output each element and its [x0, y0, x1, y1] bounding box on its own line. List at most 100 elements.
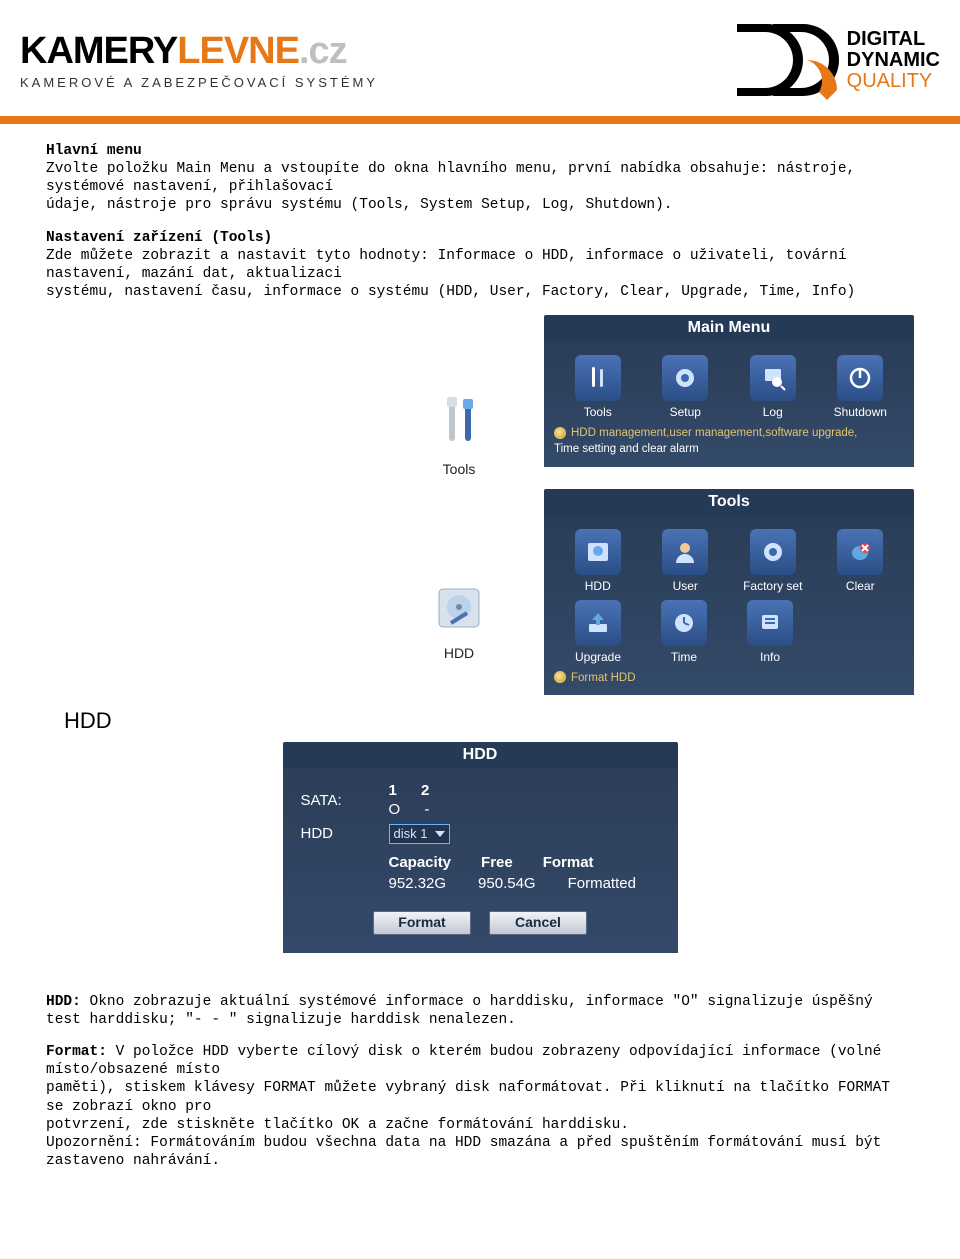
- figure-row-2: HDD Tools HDD User Factory set: [46, 489, 914, 695]
- logo-wordmark: KAMERYLEVNE.cz: [20, 30, 378, 73]
- tool-upgrade[interactable]: Upgrade: [562, 600, 634, 665]
- menu-item-setup[interactable]: Setup: [649, 355, 721, 420]
- ddq-mark-icon: [735, 20, 839, 100]
- p-tools-1: Zde můžete zobrazit a nastavit tyto hodn…: [46, 247, 914, 283]
- format-button[interactable]: Format: [373, 911, 471, 935]
- heading-main-menu: Hlavní menu: [46, 142, 914, 160]
- hdd-buttons: Format Cancel: [301, 911, 660, 935]
- tool-user[interactable]: User: [649, 529, 721, 594]
- tool-hdd[interactable]: HDD: [562, 529, 634, 594]
- user-icon: [662, 529, 708, 575]
- orange-divider: [0, 116, 960, 124]
- format-label-bold: Format:: [46, 1044, 107, 1060]
- hint-text: Format HDD: [571, 672, 636, 684]
- val-format: Formatted: [568, 875, 636, 894]
- p-main-2: údaje, nástroje pro správu systému (Tool…: [46, 196, 914, 214]
- format-text-2: paměti), stiskem klávesy FORMAT můžete v…: [46, 1079, 914, 1115]
- format-text-4: Upozornění: Formátováním budou všechna d…: [46, 1134, 914, 1170]
- p-tools-2: systému, nastavení času, informace o sys…: [46, 283, 914, 301]
- tool-label: HDD: [585, 579, 611, 594]
- tool-label: Upgrade: [575, 650, 621, 665]
- tools-icon: [435, 395, 483, 455]
- select-value: disk 1: [394, 826, 428, 842]
- power-icon: [837, 355, 883, 401]
- tool-factory[interactable]: Factory set: [737, 529, 809, 594]
- tool-label: Info: [760, 650, 780, 665]
- main-menu-icons: Tools Setup Log: [554, 355, 904, 420]
- logo-part-orange: LEVNE: [177, 30, 299, 72]
- hdd-disk-icon: [431, 579, 487, 635]
- tool-label: Clear: [846, 579, 875, 594]
- clock-icon: [661, 600, 707, 646]
- content-area: Hlavní menu Zvolte položku Main Menu a v…: [0, 142, 960, 1204]
- menu-item-tools[interactable]: Tools: [562, 355, 634, 420]
- clear-icon: [837, 529, 883, 575]
- sata-row: SATA: 1 2 O -: [301, 782, 660, 820]
- logo-subtitle: KAMEROVÉ A ZABEZPEČOVACÍ SYSTÉMY: [20, 75, 378, 90]
- ddq-line1: DIGITAL: [847, 29, 940, 50]
- upgrade-icon: [575, 600, 621, 646]
- format-text-3: potvrzení, zde stiskněte tlačítko OK a z…: [46, 1116, 914, 1134]
- section-tools: Nastavení zařízení (Tools) Zde můžete zo…: [46, 229, 914, 302]
- hdd-icon: [575, 529, 621, 575]
- main-menu-hint2: Time setting and clear alarm: [554, 442, 904, 456]
- ddq-line2: DYNAMIC: [847, 50, 940, 71]
- section-main-menu: Hlavní menu Zvolte položku Main Menu a v…: [46, 142, 914, 215]
- hdd-panel-title: HDD: [283, 742, 678, 768]
- sata-label: SATA:: [301, 792, 371, 811]
- menu-item-log[interactable]: Log: [737, 355, 809, 420]
- sata-numbers: 1 2: [389, 782, 440, 801]
- main-menu-hint1: HDD management,user management,software …: [554, 426, 904, 440]
- col-capacity: Capacity: [389, 854, 452, 873]
- hdd-section-heading: HDD: [64, 707, 914, 735]
- tools-thumb-label: Tools: [404, 461, 514, 479]
- hdd-label-bold: HDD:: [46, 994, 81, 1010]
- figure-row-1: Tools Main Menu Tools Setup: [46, 315, 914, 479]
- gear-icon: [662, 355, 708, 401]
- col-free: Free: [481, 854, 513, 873]
- tools-row1: HDD User Factory set Clear: [554, 529, 904, 594]
- tool-label: Time: [671, 650, 697, 665]
- p-main-1: Zvolte položku Main Menu a vstoupíte do …: [46, 160, 914, 196]
- col-format: Format: [543, 854, 594, 873]
- tool-label: User: [673, 579, 698, 594]
- main-menu-title: Main Menu: [544, 315, 914, 341]
- tool-info[interactable]: Info: [734, 600, 806, 665]
- tools-panel-title: Tools: [544, 489, 914, 515]
- logo-ddq: DIGITAL DYNAMIC QUALITY: [735, 20, 940, 100]
- tool-time[interactable]: Time: [648, 600, 720, 665]
- cancel-button[interactable]: Cancel: [489, 911, 587, 935]
- tools-hint: Format HDD: [554, 671, 904, 685]
- hdd-thumb-label: HDD: [404, 645, 514, 663]
- hdd-values: 952.32G 950.54G Formatted: [389, 875, 660, 894]
- sata-status: O -: [389, 801, 440, 820]
- tools-panel: Tools HDD User Factory set: [544, 489, 914, 695]
- logo-kamerylevne: KAMERYLEVNE.cz KAMEROVÉ A ZABEZPEČOVACÍ …: [20, 30, 378, 90]
- tools-thumbnail: Tools: [404, 395, 514, 479]
- log-icon: [750, 355, 796, 401]
- hdd-thumbnail: HDD: [404, 579, 514, 663]
- logo-part-grey: .cz: [299, 30, 347, 72]
- hdd-disk-select[interactable]: disk 1: [389, 824, 451, 844]
- format-text-1: V položce HDD vyberte cílový disk o kter…: [46, 1044, 881, 1078]
- hdd-text: Okno zobrazuje aktuální systémové inform…: [46, 994, 873, 1028]
- tools-icon: [575, 355, 621, 401]
- menu-label: Log: [763, 405, 783, 420]
- factory-icon: [750, 529, 796, 575]
- format-description: Format: V položce HDD vyberte cílový dis…: [46, 1043, 914, 1170]
- tools-row2: Upgrade Time Info: [554, 600, 904, 665]
- hdd-description: HDD: Okno zobrazuje aktuální systémové i…: [46, 993, 914, 1029]
- main-menu-panel: Main Menu Tools Setup: [544, 315, 914, 467]
- menu-label: Shutdown: [834, 405, 887, 420]
- val-capacity: 952.32G: [389, 875, 447, 894]
- hdd-columns: Capacity Free Format: [389, 854, 660, 873]
- heading-tools: Nastavení zařízení (Tools): [46, 229, 914, 247]
- tool-label: Factory set: [743, 579, 802, 594]
- ddq-text: DIGITAL DYNAMIC QUALITY: [847, 29, 940, 92]
- hdd-panel-wrap: HDD SATA: 1 2 O - HDD disk 1: [46, 742, 914, 953]
- menu-item-shutdown[interactable]: Shutdown: [824, 355, 896, 420]
- tool-clear[interactable]: Clear: [824, 529, 896, 594]
- hint-text: HDD management,user management,software …: [571, 427, 857, 439]
- ddq-line3: QUALITY: [847, 71, 940, 92]
- info-icon: [747, 600, 793, 646]
